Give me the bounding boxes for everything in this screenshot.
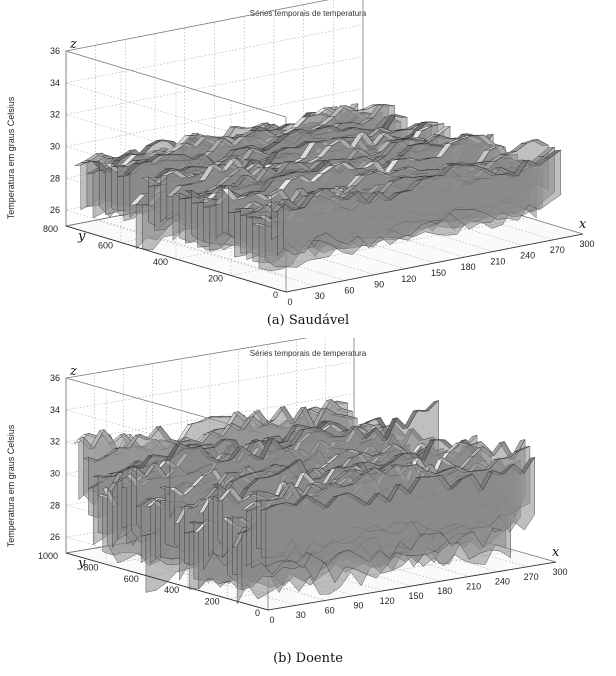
grid-line-z [65,24,364,150]
x-tick-label: 180 [437,586,452,596]
y-axis-letter: y [77,229,86,244]
y-tick-label: 0 [255,608,260,618]
x-tick-label: 150 [431,268,446,278]
y-tick-label: 400 [164,585,179,595]
z-axis-label: Temperatura em graus Celsius [6,96,16,219]
z-tick-label: 34 [50,405,60,415]
grid-line-x [94,373,297,606]
z-tick-label: 34 [50,78,60,88]
x-axis-line [285,233,584,293]
x-tick-label: 180 [461,262,476,272]
x-tick-label: 30 [315,291,325,301]
z-tick-label: 32 [50,110,60,120]
figure-a: Séries temporais de temperatura 0 30 60 90 12… [6,0,595,328]
surface-chart-a: Séries temporais de temperatura 0 30 60 90 12… [6,0,595,307]
y-tick-label: 600 [124,574,139,584]
grid-line-x [267,344,470,577]
z-tick-label: 36 [50,46,60,56]
grid-line-z [65,56,364,181]
grid-line-z [65,0,329,118]
z-tick-label: 30 [50,468,60,478]
x-tick-label: 90 [374,280,384,290]
temperature-surface [73,399,536,604]
x-tick-label: 150 [408,591,423,601]
z-tick-label: 28 [50,173,60,183]
grid-line-x [65,378,269,611]
y-axis-letter: y [77,556,86,571]
x-tick-label: 60 [344,285,354,295]
chart-title: Séries temporais de temperatura [250,9,367,18]
x-tick-label: 300 [552,567,567,577]
surface-curtain [265,456,535,567]
caption-a: (a) Saudável [266,313,350,328]
grid-line-x [209,354,413,587]
z-tick-label: 26 [50,205,60,215]
y-tick-label: 200 [208,274,223,284]
x-tick-label: 120 [401,274,416,284]
x-tick-label: 0 [269,615,274,625]
grid-line-x [152,363,355,596]
y-tick-label: 800 [43,224,58,234]
grid-line-x [123,368,326,601]
x-tick-label: 210 [466,581,481,591]
caption-b: (b) Doente [273,651,343,666]
x-tick-label: 270 [550,245,565,255]
x-tick-label: 300 [579,239,594,249]
x-tick-label: 60 [325,605,335,615]
y-tick-label: 1000 [38,551,58,561]
z-axis-letter: z [69,37,77,52]
x-tick-label: 90 [353,601,363,611]
figure-b: Séries temporais de temperatura 0 30 60 90 12… [0,338,616,676]
y-tick-label: 600 [98,241,113,251]
x-axis-letter: x [579,217,587,232]
chart-title: Séries temporais de temperatura [250,349,367,358]
temperature-surface [74,103,562,272]
x-tick-label: 120 [380,596,395,606]
y-tick-label: 800 [83,562,98,572]
x-tick-label: 240 [520,251,535,261]
x-axis-line [267,561,557,611]
surface-curtain [283,149,561,255]
x-axis-letter: x [552,545,560,560]
x-tick-label: 240 [495,577,510,587]
y-tick-label: 200 [205,597,220,607]
x-tick-label: 0 [287,297,292,307]
grid-line-x [324,338,528,568]
grid-line-x [296,339,499,572]
grid-line-z [65,88,364,213]
x-tick-label: 210 [490,256,505,266]
y-tick-label: 0 [273,290,278,300]
grid-line-x [238,349,441,582]
z-tick-label: 28 [50,500,60,510]
z-tick-label: 36 [50,373,60,383]
x-tick-label: 270 [524,572,539,582]
y-axis-line [65,552,269,611]
z-tick-label: 32 [50,437,60,447]
z-axis-label: Temperatura em graus Celsius [6,424,16,547]
x-tick-label: 30 [296,610,306,620]
z-axis-letter: z [69,364,77,379]
z-tick-label: 26 [50,532,60,542]
grid-line-x [180,358,384,592]
grid-line-x [353,338,557,563]
y-axis-line [65,225,287,293]
y-tick-label: 400 [153,257,168,267]
z-tick-label: 30 [50,141,60,151]
surface-chart-b: Séries temporais de temperatura 0 30 60 90 12… [6,338,568,625]
